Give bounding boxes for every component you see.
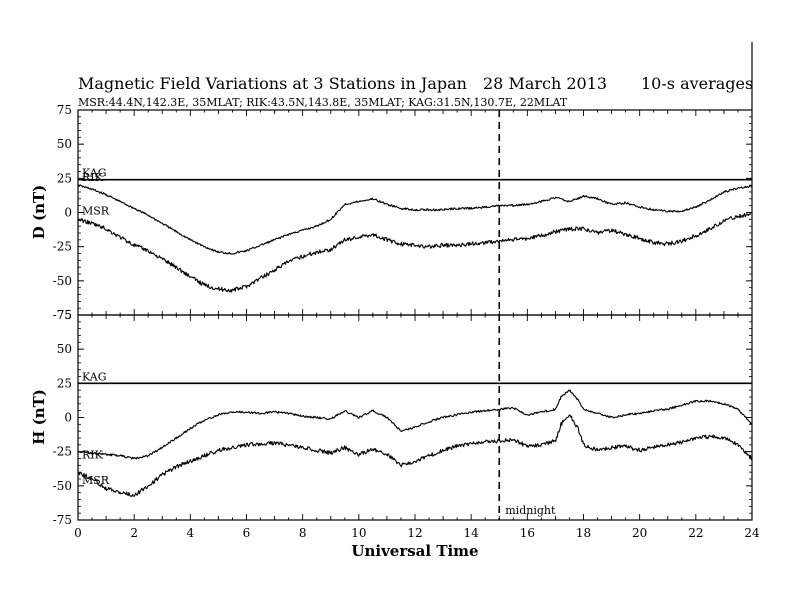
y-tick-label: 25	[57, 376, 72, 390]
x-tick-label: 4	[187, 526, 195, 540]
series-label-msr: MSR	[82, 204, 110, 217]
stations-info: MSR:44.4N,142.3E, 35MLAT; RIK:43.5N,143.…	[78, 96, 568, 109]
x-tick-label: 10	[351, 526, 366, 540]
y-tick-label: 75	[57, 103, 72, 117]
x-axis-label: Universal Time	[351, 542, 478, 560]
series-msr-line	[77, 414, 753, 497]
series-label-rik: RIK	[82, 449, 104, 462]
x-tick-label: 2	[130, 526, 138, 540]
series-rik-line	[77, 184, 753, 255]
plot-frame	[77, 314, 753, 521]
x-tick-label: 6	[243, 526, 251, 540]
y-tick-label: 50	[57, 342, 72, 356]
plot-frame	[77, 109, 753, 316]
series-label-msr: MSR	[82, 474, 110, 487]
y-tick-label: -75	[53, 513, 72, 527]
x-tick-label: 24	[744, 526, 760, 540]
y-tick-label: 0	[64, 411, 72, 425]
x-tick-label: 16	[520, 526, 535, 540]
series-label-kag: KAG	[82, 370, 107, 383]
midnight-label: midnight	[505, 504, 556, 517]
y-tick-label: -25	[53, 240, 72, 254]
series-msr-line	[77, 211, 753, 293]
h-axis-label: H (nT)	[30, 389, 48, 445]
y-tick-label: -75	[53, 308, 72, 322]
series-label-kag: KAG	[82, 167, 107, 180]
x-tick-label: 14	[464, 526, 480, 540]
series-label-rik: RIK	[82, 171, 104, 184]
y-tick-label: 0	[64, 206, 72, 220]
chart-averaging: 10-s averages	[641, 74, 753, 93]
y-tick-label: 25	[57, 171, 72, 185]
x-tick-label: 18	[576, 526, 591, 540]
chart-date: 28 March 2013	[483, 74, 607, 93]
x-tick-label: 22	[688, 526, 703, 540]
x-tick-label: 20	[632, 526, 647, 540]
chart-title: Magnetic Field Variations at 3 Stations …	[78, 74, 467, 93]
y-tick-label: -50	[53, 274, 72, 288]
y-tick-label: -25	[53, 445, 72, 459]
x-tick-label: 12	[407, 526, 422, 540]
y-tick-label: -50	[53, 479, 72, 493]
d-axis-label: D (nT)	[30, 185, 48, 240]
x-tick-label: 8	[299, 526, 307, 540]
series-rik-line	[77, 389, 753, 460]
x-tick-label: 0	[74, 526, 82, 540]
y-tick-label: 50	[57, 137, 72, 151]
y-tick-label: 75	[57, 308, 72, 322]
